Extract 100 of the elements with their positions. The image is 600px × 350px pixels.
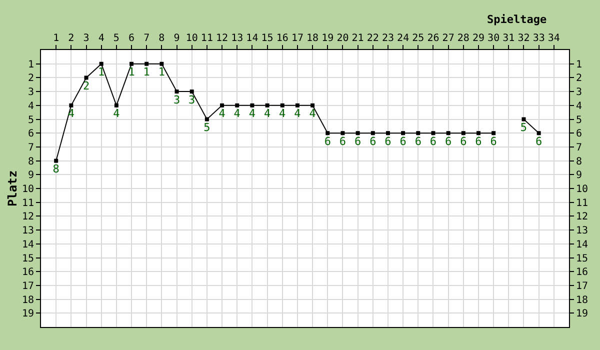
point <box>340 131 345 136</box>
y-axis-title: Platz <box>5 170 20 207</box>
data-label: 6 <box>370 134 376 148</box>
data-label: 5 <box>520 121 528 134</box>
data-label: 3 <box>188 93 196 106</box>
y-tick-label: 2 <box>28 73 34 84</box>
point <box>476 131 480 136</box>
x-tick-label: 6 <box>128 33 135 44</box>
point <box>54 158 58 163</box>
y2-tick-label: 16 <box>576 267 588 278</box>
data-label: 4 <box>279 107 286 120</box>
point <box>99 62 104 66</box>
y-tick-label: 1 <box>28 59 34 70</box>
y-tick-label: 19 <box>22 308 34 320</box>
point <box>160 62 164 66</box>
x-tick-label: 21 <box>352 33 364 44</box>
data-label: 4 <box>294 107 302 120</box>
y2-tick-label: 5 <box>576 114 582 126</box>
y2-tick-label: 13 <box>576 226 588 237</box>
x-tick-label: 15 <box>261 33 274 44</box>
x-tick-label: 19 <box>322 33 334 44</box>
x-tick-label: 23 <box>382 33 394 44</box>
x-tick-label: 29 <box>472 33 485 44</box>
x-tick-label: 31 <box>502 33 515 44</box>
data-label: 1 <box>143 66 150 79</box>
x-tick-label: 9 <box>174 33 180 44</box>
y-tick-label: 12 <box>22 212 34 223</box>
x-tick-label: 22 <box>366 33 379 44</box>
x-tick-label: 2 <box>68 33 74 44</box>
y2-tick-label: 12 <box>576 212 588 223</box>
point <box>295 103 300 108</box>
point <box>144 62 149 66</box>
y-tick-label: 13 <box>22 226 34 237</box>
x-tick-label: 30 <box>488 33 500 44</box>
point <box>84 76 88 80</box>
data-label: 5 <box>204 121 210 134</box>
point <box>190 90 194 94</box>
point <box>461 131 466 136</box>
y2-tick-label: 6 <box>576 128 582 140</box>
point <box>220 103 224 108</box>
point <box>370 131 375 136</box>
x-tick-label: 16 <box>276 33 288 44</box>
point <box>174 90 179 94</box>
x-tick-label: 32 <box>518 33 530 44</box>
y-tick-label: 7 <box>28 142 34 154</box>
x-tick-label: 25 <box>412 33 424 44</box>
point <box>69 103 74 108</box>
data-label: 6 <box>400 134 406 148</box>
point <box>431 131 436 136</box>
y-tick-label: 11 <box>22 198 34 209</box>
x-tick-label: 33 <box>532 33 545 44</box>
point <box>416 131 420 136</box>
data-label: 4 <box>234 107 241 120</box>
data-label: 6 <box>354 134 362 148</box>
data-label: 1 <box>158 66 166 79</box>
x-tick-label: 28 <box>457 33 470 44</box>
data-label: 6 <box>490 134 497 148</box>
data-label: 1 <box>98 66 105 79</box>
x-tick-label: 7 <box>144 33 150 44</box>
data-label: 6 <box>475 134 482 148</box>
y-tick-label: 4 <box>28 100 34 112</box>
x-tick-label: 4 <box>98 33 104 44</box>
data-label: 4 <box>309 107 316 120</box>
x-tick-label: 5 <box>113 33 120 44</box>
data-label: 4 <box>264 107 271 120</box>
data-label: 4 <box>248 107 256 120</box>
y-tick-label: 15 <box>22 253 34 264</box>
y2-tick-label: 15 <box>576 253 588 264</box>
point <box>386 131 390 136</box>
y2-tick-label: 9 <box>576 170 582 182</box>
point <box>204 117 209 122</box>
y-tick-label: 10 <box>22 184 34 195</box>
y2-tick-label: 19 <box>576 308 588 320</box>
x-tick-label: 3 <box>83 33 90 44</box>
point <box>250 103 254 108</box>
y-tick-label: 8 <box>28 156 34 168</box>
data-label: 6 <box>460 134 467 148</box>
point <box>130 62 134 66</box>
data-label: 6 <box>414 134 422 148</box>
point <box>114 103 118 108</box>
x-tick-label: 18 <box>306 33 319 44</box>
y-tick-label: 14 <box>22 239 34 250</box>
data-label: 4 <box>218 107 226 120</box>
data-label: 6 <box>430 134 437 148</box>
point <box>310 103 315 108</box>
x-tick-label: 8 <box>158 33 165 44</box>
x-tick-label: 34 <box>548 33 560 44</box>
x-tick-label: 17 <box>291 33 304 44</box>
point <box>280 103 284 108</box>
point <box>446 131 450 136</box>
y-tick-label: 16 <box>22 267 34 278</box>
point <box>492 131 496 136</box>
y-tick-label: 5 <box>28 114 34 126</box>
y-tick-label: 17 <box>22 280 34 292</box>
point <box>356 131 360 136</box>
data-label: 4 <box>113 107 120 120</box>
y2-tick-label: 1 <box>576 59 582 70</box>
y2-tick-label: 2 <box>576 73 582 84</box>
y2-tick-label: 7 <box>576 142 582 154</box>
x-axis-title: Spieltage <box>487 13 547 26</box>
